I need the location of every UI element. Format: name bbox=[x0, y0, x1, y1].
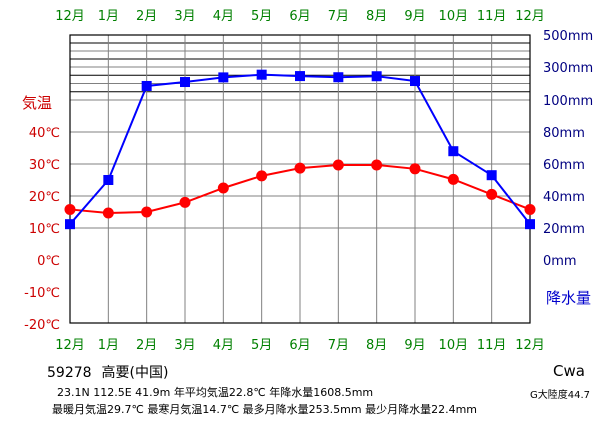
climate-chart: 12月 12月 1月 1月 2月 2月 3月 3月 4月 4月 5月 5月 6月 6月 7月 7月 8月 8月 9月… bbox=[22, 9, 593, 353]
month-label-top: 7月 bbox=[328, 9, 349, 24]
station-extremes: 最暖月気温29.7℃ 最寒月気温14.7℃ 最多月降水量253.5mm 最少月降… bbox=[52, 403, 478, 416]
precipitation-point bbox=[525, 219, 535, 230]
left-tick-label: -10℃ bbox=[24, 286, 60, 301]
plot-frame bbox=[69, 34, 531, 324]
temperature-point bbox=[141, 206, 153, 218]
temperature-point bbox=[179, 196, 191, 208]
precipitation-point bbox=[333, 72, 344, 83]
precipitation-point bbox=[218, 72, 229, 83]
right-tick-label: 0mm bbox=[543, 254, 577, 269]
month-label-bottom: 5月 bbox=[251, 338, 272, 353]
month-label-bottom: 10月 bbox=[439, 338, 469, 353]
precipitation-point bbox=[410, 76, 420, 87]
station-id: 59278 bbox=[47, 365, 92, 381]
month-label-bottom: 1月 bbox=[98, 338, 119, 353]
month-label-bottom: 2月 bbox=[136, 338, 157, 353]
temperature-point bbox=[409, 163, 421, 175]
right-tick-label: 500mm bbox=[543, 29, 593, 44]
precipitation-point bbox=[448, 146, 459, 157]
left-axis-label: 気温 bbox=[22, 94, 52, 112]
month-label-top: 8月 bbox=[366, 9, 387, 24]
continentality-index: G大陸度44.7 bbox=[530, 390, 591, 401]
right-tick-label: 40mm bbox=[543, 190, 585, 205]
right-tick-label: 100mm bbox=[543, 94, 593, 109]
temperature-point bbox=[486, 188, 498, 200]
month-label-bottom: 7月 bbox=[328, 338, 349, 353]
left-tick-label: 0℃ bbox=[37, 254, 60, 269]
month-label-bottom: 12月 bbox=[55, 338, 85, 353]
koppen-class: Cwa bbox=[553, 362, 585, 380]
right-tick-label: 20mm bbox=[543, 222, 585, 237]
temperature-point bbox=[64, 203, 76, 215]
month-label-bottom: 8月 bbox=[366, 338, 387, 353]
right-tick-label: 60mm bbox=[543, 158, 585, 173]
station-summary: 23.1N 112.5E 41.9m 年平均気温22.8℃ 年降水量1608.5… bbox=[57, 386, 374, 399]
temperature-point bbox=[332, 159, 344, 171]
right-tick-label: 80mm bbox=[543, 126, 585, 141]
month-label-top: 9月 bbox=[404, 9, 425, 24]
temperature-point bbox=[447, 173, 459, 185]
month-label-top: 2月 bbox=[136, 9, 157, 24]
precipitation-point bbox=[103, 175, 114, 185]
month-label-top: 1月 bbox=[98, 9, 119, 24]
month-label-top: 6月 bbox=[289, 9, 310, 24]
temperature-point bbox=[256, 170, 268, 182]
month-label-top: 3月 bbox=[174, 9, 195, 24]
month-label-bottom: 4月 bbox=[213, 338, 234, 353]
month-label-top: 5月 bbox=[251, 9, 272, 24]
month-label-top: 12月 bbox=[55, 9, 85, 24]
precipitation-point bbox=[65, 219, 75, 230]
month-label-top: 10月 bbox=[439, 9, 469, 24]
station-header: 59278 高要(中国) bbox=[47, 362, 168, 382]
precipitation-point bbox=[295, 71, 305, 82]
station-name: 高要(中国) bbox=[101, 365, 169, 381]
temperature-point bbox=[524, 203, 536, 215]
left-tick-label: -20℃ bbox=[24, 318, 60, 333]
precipitation-point bbox=[256, 69, 267, 80]
right-axis-label: 降水量 bbox=[546, 289, 591, 307]
month-label-top: 4月 bbox=[213, 9, 234, 24]
precipitation-point bbox=[486, 170, 497, 181]
left-tick-label: 40℃ bbox=[29, 126, 60, 141]
month-label-top: 12月 bbox=[515, 9, 545, 24]
right-tick-label: 300mm bbox=[543, 61, 593, 76]
left-tick-label: 30℃ bbox=[29, 158, 60, 173]
left-tick-label: 20℃ bbox=[29, 190, 60, 205]
precipitation-point bbox=[371, 71, 382, 82]
month-label-bottom: 3月 bbox=[174, 338, 195, 353]
temperature-point bbox=[371, 159, 383, 171]
month-label-bottom: 9月 bbox=[404, 338, 425, 353]
month-label-bottom: 12月 bbox=[515, 338, 545, 353]
temperature-point bbox=[294, 162, 306, 174]
month-label-bottom: 11月 bbox=[477, 338, 507, 353]
month-label-bottom: 6月 bbox=[289, 338, 310, 353]
temperature-point bbox=[102, 207, 114, 219]
precipitation-point bbox=[180, 77, 190, 88]
month-label-top: 11月 bbox=[477, 9, 507, 24]
precipitation-point bbox=[141, 80, 152, 91]
temperature-point bbox=[217, 182, 229, 194]
left-tick-label: 10℃ bbox=[29, 222, 60, 237]
